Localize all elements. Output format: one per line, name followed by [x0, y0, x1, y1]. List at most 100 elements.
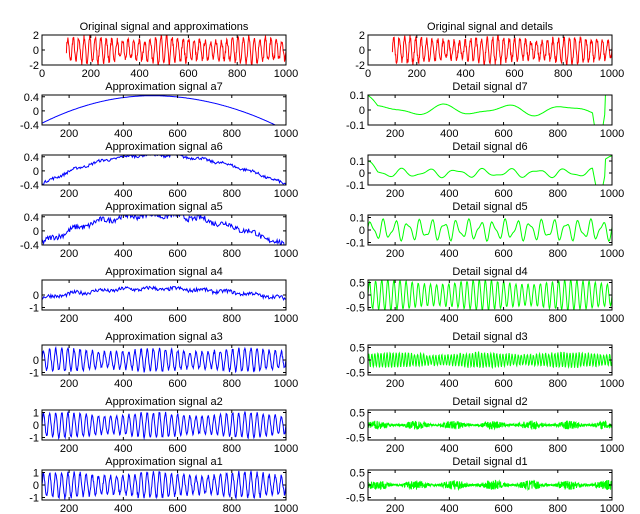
x-tick-label: 600 [494, 443, 512, 455]
panel-a2: Approximation signal a2 200 400 600 800 1000 1… [29, 396, 298, 455]
panel-d3: Detail signal d3 200 400 600 800 1000 0.50-0.5 [346, 331, 624, 390]
x-tick-label: 200 [386, 378, 404, 390]
panel-title-d4: Detail signal d4 [452, 266, 527, 278]
x-tick-label: 400 [114, 503, 132, 514]
x-tick-label: 600 [494, 248, 512, 260]
x-tick-label: 1000 [600, 188, 624, 200]
x-tick-label: 1000 [274, 128, 298, 140]
series-line-d3 [368, 351, 612, 370]
series-line-a1 [42, 470, 286, 500]
x-tick-label: 1000 [274, 248, 298, 260]
y-tick-label: -0.5 [346, 303, 365, 315]
y-tick-label: 0 [33, 480, 39, 492]
series-line-d1 [368, 479, 612, 492]
y-tick-label: 0 [33, 355, 39, 367]
x-tick-label: 1000 [600, 443, 624, 455]
x-tick-label: 400 [440, 378, 458, 390]
y-tick-label: 0 [359, 168, 365, 180]
y-tick-label: 0.1 [350, 156, 365, 168]
x-tick-label: 200 [60, 128, 78, 140]
panel-title-a3: Approximation signal a3 [105, 331, 222, 343]
y-tick-label: 0 [33, 226, 39, 238]
x-tick-label: 1000 [600, 313, 624, 325]
x-tick-label: 400 [114, 443, 132, 455]
series-line-d2 [368, 420, 612, 431]
x-tick-label: 0 [365, 68, 371, 80]
x-tick-label: 200 [60, 313, 78, 325]
y-tick-label: 0.5 [350, 468, 365, 480]
axes-box-d7 [367, 94, 613, 126]
x-tick-label: 600 [168, 503, 186, 514]
y-tick-label: -2 [355, 60, 365, 72]
y-tick-label: -0.4 [20, 120, 39, 132]
panel-title-a6: Approximation signal a6 [105, 141, 222, 153]
x-tick-label: 200 [60, 248, 78, 260]
x-tick-label: 0 [39, 68, 45, 80]
x-tick-label: 600 [494, 128, 512, 140]
series-line-d6 [368, 155, 612, 185]
y-tick-label: 0.4 [24, 92, 39, 104]
x-tick-label: 600 [168, 313, 186, 325]
panel-title-a4: Approximation signal a4 [105, 266, 222, 278]
x-tick-label: 800 [223, 248, 241, 260]
x-tick-label: 400 [114, 378, 132, 390]
y-tick-label: 0 [33, 290, 39, 302]
series-line-a4 [42, 285, 286, 302]
panel-title-a1: Approximation signal a1 [105, 456, 222, 468]
y-tick-label: -2 [29, 60, 39, 72]
panel-d7: Detail signal d7 200 400 600 800 1000 0.1 0 -0.1 [346, 81, 624, 140]
panel-d4: Detail signal d4 200 400 600 800 1000 0.50-0.5 [346, 266, 624, 325]
x-tick-label: 400 [114, 248, 132, 260]
panel-title-a2: Approximation signal a2 [105, 396, 222, 408]
x-tick-label: 800 [554, 68, 572, 80]
panel-s2: Original signal and details 0 200 400 600 800… [355, 21, 624, 80]
panel-a3: Approximation signal a3 200 400 600 800 1000 0… [29, 331, 298, 390]
x-tick-label: 600 [494, 313, 512, 325]
series-line-d4 [368, 280, 612, 310]
x-tick-label: 1000 [274, 378, 298, 390]
x-tick-label: 800 [223, 443, 241, 455]
series-line-a7 [42, 95, 277, 125]
y-tick-label: 1 [33, 408, 39, 420]
panel-title-d5: Detail signal d5 [452, 201, 527, 213]
panel-a1: Approximation signal a1 200 400 600 800 1000 1… [29, 456, 298, 514]
series-line-d5 [368, 217, 612, 242]
x-tick-label: 800 [549, 248, 567, 260]
y-tick-label: 0 [33, 166, 39, 178]
x-tick-label: 1000 [600, 248, 624, 260]
y-tick-label: 0.5 [350, 278, 365, 290]
series-line-d7 [368, 95, 606, 125]
x-tick-label: 200 [386, 443, 404, 455]
y-tick-label: -1 [29, 493, 39, 505]
panel-d5: Detail signal d5 200 400 600 800 1000 0.10-0.1 [346, 201, 624, 260]
x-tick-label: 800 [549, 443, 567, 455]
y-tick-label: -0.5 [346, 493, 365, 505]
x-tick-label: 600 [168, 443, 186, 455]
y-tick-label: 0 [33, 106, 39, 118]
x-tick-label: 1000 [600, 378, 624, 390]
x-tick-label: 400 [114, 128, 132, 140]
series-line-s [65, 35, 286, 65]
panel-d1: Detail signal d1 200 400 600 800 1000 0.50-0.5 [346, 456, 624, 514]
x-tick-label: 400 [440, 503, 458, 514]
y-tick-label: 0 [359, 355, 365, 367]
x-tick-label: 600 [168, 378, 186, 390]
x-tick-label: 200 [408, 68, 426, 80]
x-tick-label: 1000 [274, 188, 298, 200]
x-tick-label: 400 [440, 443, 458, 455]
y-tick-label: 2 [359, 30, 365, 42]
x-tick-label: 800 [549, 503, 567, 514]
x-tick-label: 600 [179, 68, 197, 80]
x-tick-label: 800 [223, 188, 241, 200]
panel-title-d2: Detail signal d2 [452, 396, 527, 408]
series-line-a2 [42, 410, 286, 440]
y-tick-label: 0.5 [350, 343, 365, 355]
x-tick-label: 200 [60, 503, 78, 514]
x-tick-label: 800 [549, 128, 567, 140]
y-tick-label: 0 [359, 225, 365, 237]
x-tick-label: 800 [549, 313, 567, 325]
panel-d6: Detail signal d6 200 400 600 800 1000 0.10-0.1 [346, 141, 624, 200]
y-tick-label: 0.4 [24, 152, 39, 164]
x-tick-label: 600 [494, 503, 512, 514]
